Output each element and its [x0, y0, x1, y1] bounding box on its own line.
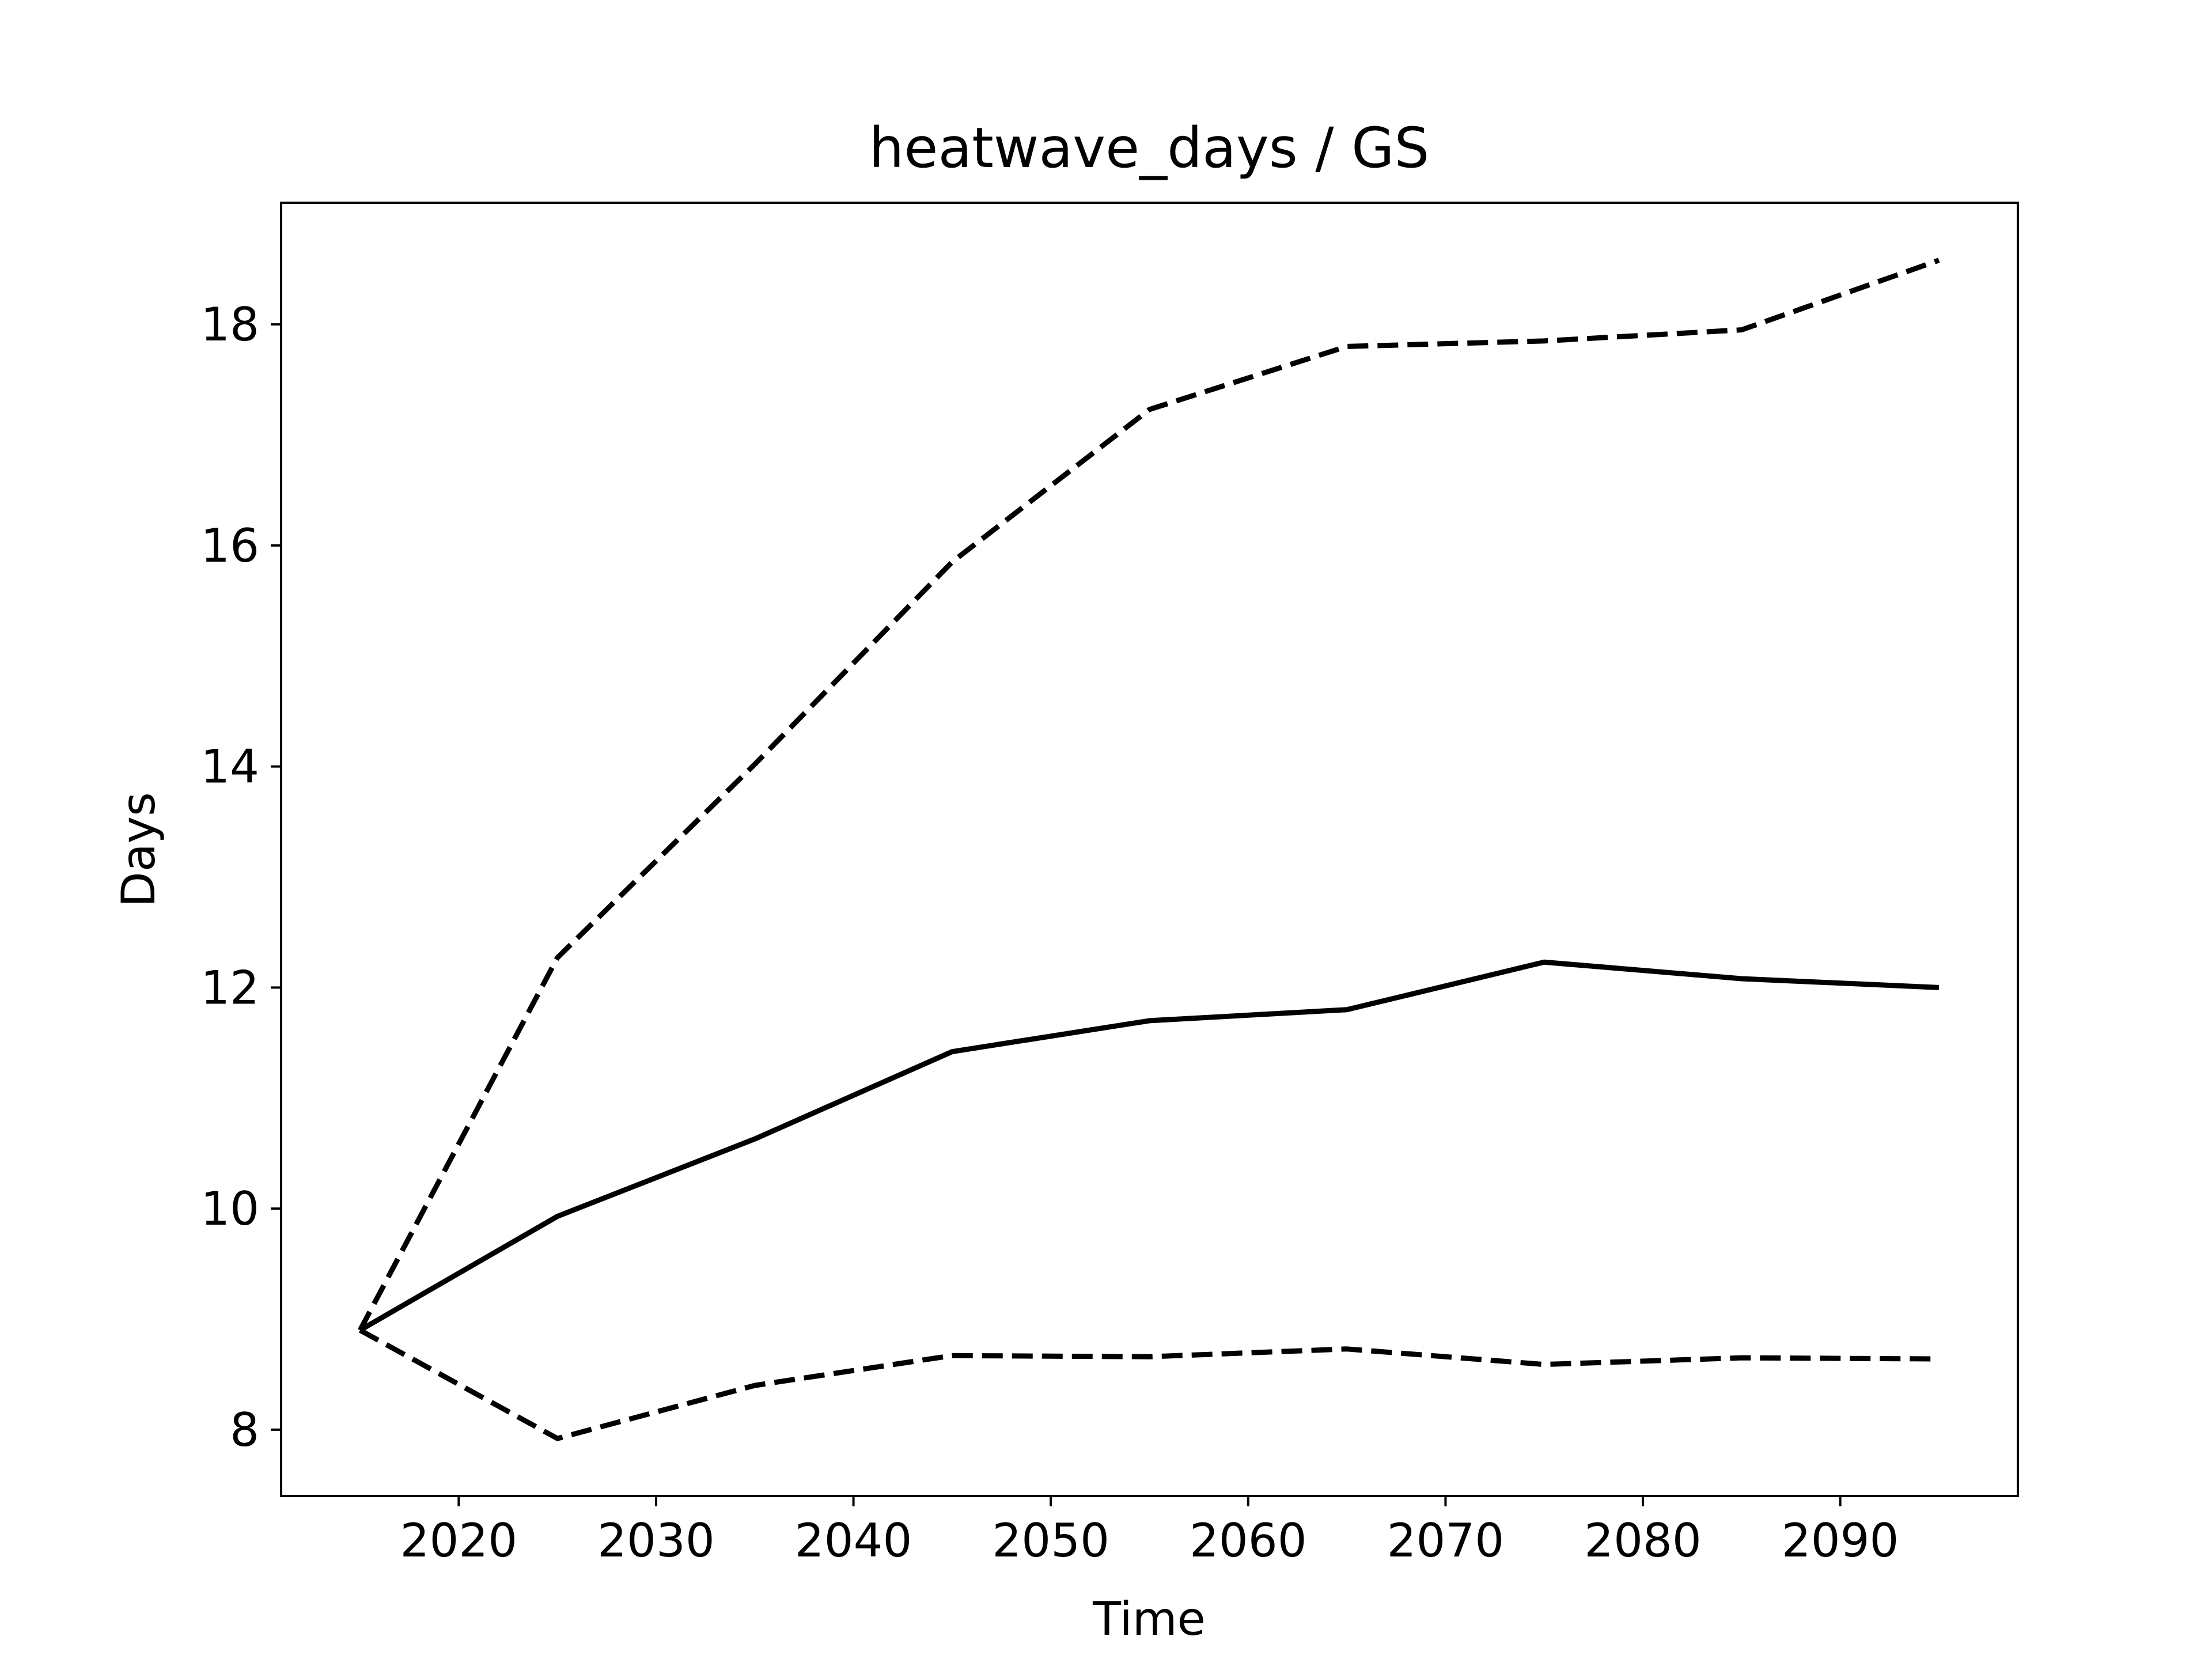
y-tick-label: 12	[200, 961, 259, 1014]
y-tick-label: 16	[200, 519, 259, 573]
x-tick-label: 2080	[1584, 1514, 1702, 1567]
x-tick-label: 2020	[400, 1514, 518, 1567]
y-axis-label: Days	[112, 792, 165, 907]
x-tick-label: 2050	[992, 1514, 1109, 1567]
y-tick-label: 14	[200, 740, 259, 794]
chart-title: heatwave_days / GS	[869, 116, 1430, 180]
y-tick-label: 10	[200, 1182, 259, 1236]
y-tick-label: 18	[200, 298, 259, 351]
x-tick-label: 2090	[1782, 1514, 1899, 1567]
series-line-3	[358, 1328, 1939, 1441]
x-tick-label: 2070	[1387, 1514, 1505, 1567]
x-tick-label: 2030	[597, 1514, 715, 1567]
plot-frame	[280, 202, 2019, 1497]
series-line-2	[358, 257, 1940, 1332]
x-tick-label: 2040	[795, 1514, 912, 1567]
y-axis: 8 10 12 14 16 18	[200, 298, 281, 1457]
x-axis: 2020 2030 2040 2050 2060 2070 2080 2090	[400, 1496, 1899, 1567]
x-tick-label: 2060	[1190, 1514, 1307, 1567]
series-layer	[358, 257, 1940, 1441]
x-axis-label: Time	[1092, 1592, 1206, 1646]
series-line-1	[358, 959, 1940, 1333]
y-tick-label: 8	[230, 1403, 259, 1457]
